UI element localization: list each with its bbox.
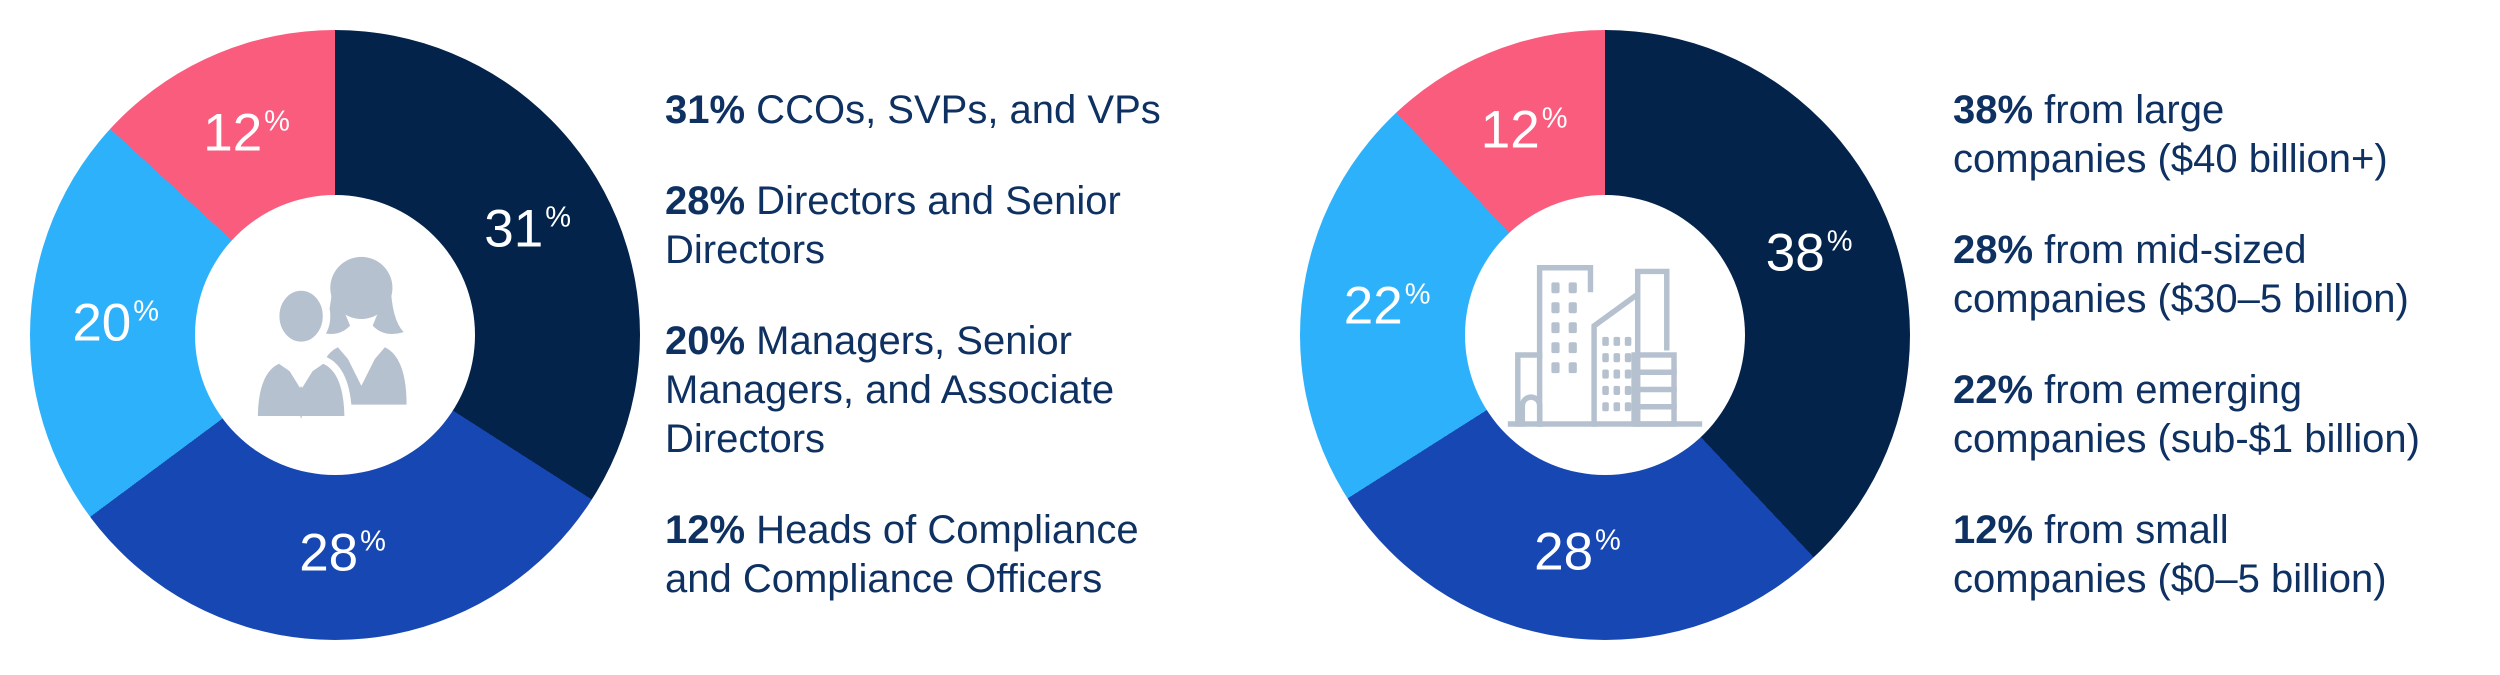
legend-description: from mid-sized companies ($30–5 billion)	[1953, 228, 2409, 321]
people-icon	[250, 256, 407, 424]
legend-item: 22% from emerging companies (sub-$1 bill…	[1953, 366, 2500, 464]
company-size-donut-chart: 38% 28% 22% 12%	[1300, 30, 1910, 640]
legend-description: from large companies ($40 billion+)	[1953, 88, 2388, 181]
slice-label: 12%	[1480, 100, 1568, 160]
legend-item: 31% CCOs, SVPs, and VPs	[665, 86, 1265, 135]
legend-percentage: 28%	[665, 179, 746, 223]
legend-item: 12% from small companies ($0–5 billion)	[1953, 506, 2500, 604]
legend-percentage: 38%	[1953, 88, 2034, 132]
percent-sign: %	[1404, 278, 1431, 311]
percent-sign: %	[264, 105, 290, 138]
company-size-legend: 38% from large companies ($40 billion+) 2…	[1953, 86, 2500, 646]
buildings-icon	[1507, 265, 1703, 427]
percent-sign: %	[360, 525, 386, 558]
percent-sign: %	[1826, 225, 1853, 258]
legend-description: from emerging companies (sub-$1 billion)	[1953, 368, 2420, 461]
legend-item: 20% Managers, Senior Managers, and Assoc…	[665, 317, 1265, 464]
percent-sign: %	[545, 201, 572, 234]
percent-sign: %	[1595, 524, 1621, 557]
roles-donut-chart: 31% 28% 20% 12%	[30, 30, 640, 640]
legend-percentage: 31%	[665, 88, 746, 132]
slice-label: 31%	[484, 199, 572, 259]
legend-description: Directors and Senior Directors	[665, 179, 1121, 272]
legend-item: 28% from mid-sized companies ($30–5 bill…	[1953, 226, 2500, 324]
roles-legend: 31% CCOs, SVPs, and VPs 28% Directors and…	[665, 86, 1265, 646]
legend-percentage: 12%	[1953, 508, 2034, 552]
legend-percentage: 12%	[665, 508, 746, 552]
legend-description: Managers, Senior Managers, and Associate…	[665, 319, 1115, 461]
legend-percentage: 28%	[1953, 228, 2034, 272]
legend-item: 28% Directors and Senior Directors	[665, 177, 1265, 275]
legend-item: 38% from large companies ($40 billion+)	[1953, 86, 2500, 184]
slice-label: 20%	[72, 293, 160, 353]
legend-description: CCOs, SVPs, and VPs	[745, 88, 1161, 132]
slice-label: 38%	[1765, 223, 1853, 283]
slice-label: 12%	[203, 103, 290, 163]
percent-sign: %	[133, 295, 160, 328]
percent-sign: %	[1541, 102, 1568, 135]
donut-hole	[1465, 195, 1745, 475]
legend-description: Heads of Compliance and Compliance Offic…	[665, 508, 1139, 601]
legend-description: from small companies ($0–5 billion)	[1953, 508, 2387, 601]
legend-percentage: 20%	[665, 319, 746, 363]
slice-label: 28%	[299, 523, 386, 583]
legend-percentage: 22%	[1953, 368, 2034, 412]
slice-label: 28%	[1534, 522, 1621, 582]
slice-label: 22%	[1343, 276, 1431, 336]
donut-hole	[195, 195, 475, 475]
legend-item: 12% Heads of Compliance and Compliance O…	[665, 506, 1265, 604]
